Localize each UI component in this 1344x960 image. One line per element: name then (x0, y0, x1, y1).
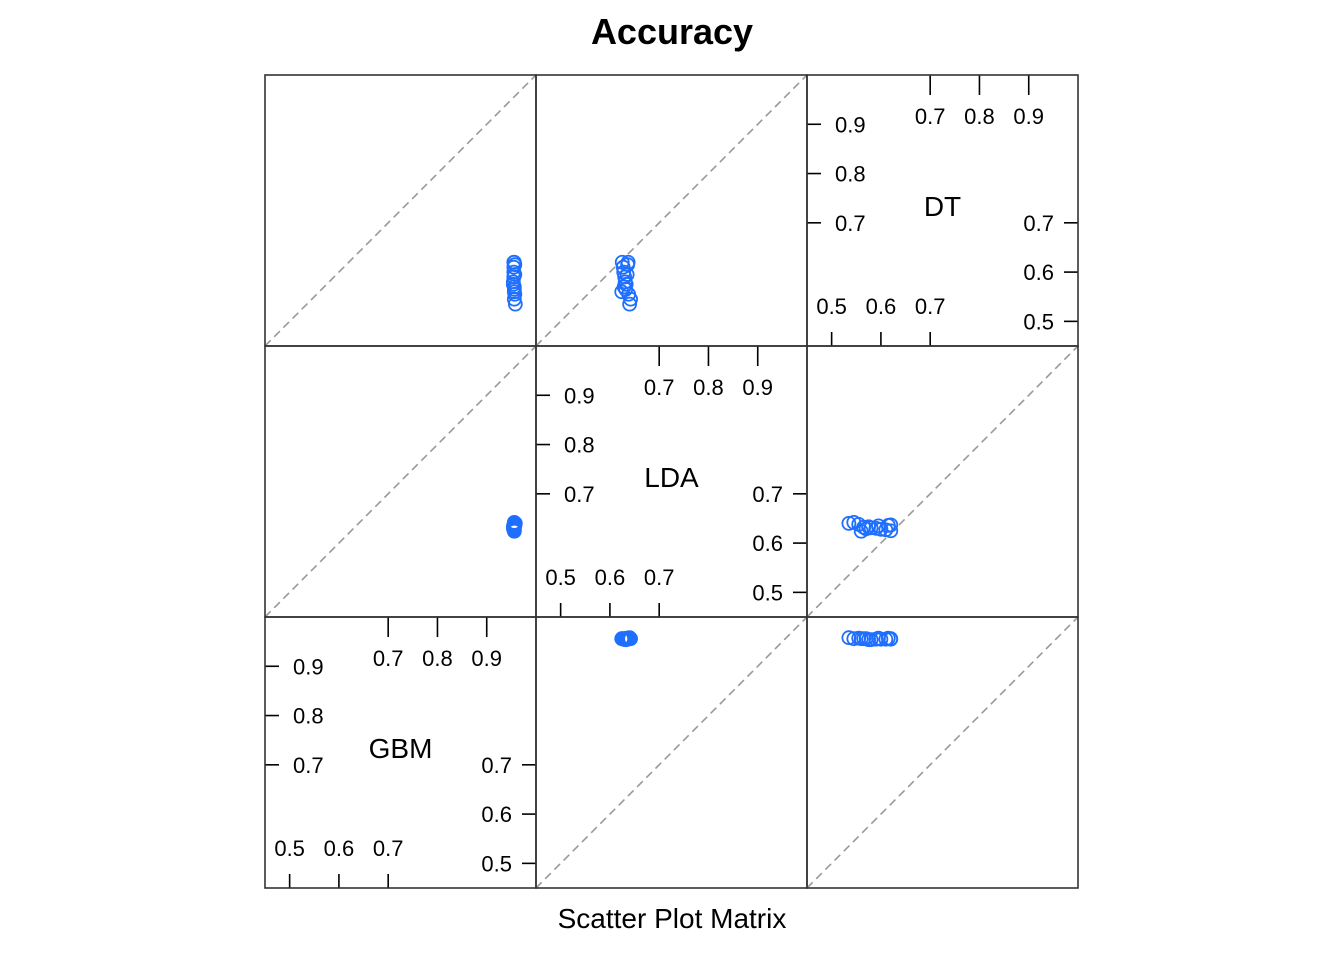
diagonal-label-lda: LDA (644, 462, 699, 493)
diagonal-label-gbm: GBM (369, 733, 433, 764)
tick-label-right: 0.5 (1023, 309, 1054, 334)
matrix-panels: DT 0.7 0.8 0.9 0.5 0.6 0.7 0.7 0.8 0.9 0.5 0.6 0.7 LD… (264, 74, 1079, 889)
tick-label-bottom: 0.6 (866, 294, 897, 319)
tick-label-right: 0.6 (1023, 260, 1054, 285)
tick-label-top: 0.7 (373, 646, 404, 671)
tick-label-top: 0.9 (471, 646, 502, 671)
data-point (616, 264, 632, 280)
tick-label-left: 0.8 (564, 433, 595, 458)
tick-label-right: 0.6 (481, 802, 512, 827)
data-point (873, 521, 889, 537)
tick-label-top: 0.8 (422, 646, 453, 671)
tick-label-right: 0.5 (752, 580, 783, 605)
data-point (878, 631, 894, 647)
tick-label-top: 0.9 (742, 375, 773, 400)
tick-label-left: 0.7 (564, 482, 595, 507)
tick-label-bottom: 0.5 (816, 294, 847, 319)
data-point (856, 519, 872, 535)
tick-label-right: 0.7 (481, 753, 512, 778)
tick-label-right: 0.7 (1023, 211, 1054, 236)
data-point (620, 254, 636, 270)
tick-label-right: 0.5 (481, 851, 512, 876)
tick-label-right: 0.6 (752, 531, 783, 556)
tick-label-top: 0.7 (644, 375, 675, 400)
reference-line (264, 345, 537, 618)
panel-border (806, 616, 1079, 889)
tick-label-bottom: 0.5 (274, 836, 305, 861)
diagonal-label-dt: DT (924, 191, 961, 222)
chart-title: Accuracy (591, 11, 753, 52)
reference-line (806, 345, 1079, 618)
tick-label-bottom: 0.7 (373, 836, 404, 861)
tick-label-bottom: 0.7 (644, 565, 675, 590)
tick-label-bottom: 0.7 (915, 294, 946, 319)
tick-label-left: 0.9 (564, 383, 595, 408)
tick-label-top: 0.7 (915, 104, 946, 129)
data-point (506, 259, 522, 275)
tick-label-left: 0.9 (293, 654, 324, 679)
data-point (619, 267, 635, 282)
tick-label-left: 0.7 (293, 753, 324, 778)
data-point (883, 631, 899, 647)
x-axis-label: Scatter Plot Matrix (558, 903, 787, 934)
tick-label-left: 0.8 (835, 162, 866, 187)
tick-label-right: 0.7 (752, 482, 783, 507)
tick-label-bottom: 0.6 (324, 836, 355, 861)
data-point (615, 259, 631, 275)
data-point (618, 631, 634, 647)
reference-line (264, 74, 537, 347)
reference-line (535, 616, 808, 889)
data-point (878, 522, 894, 538)
reference-line (535, 74, 808, 347)
tick-label-left: 0.8 (293, 704, 324, 729)
tick-label-top: 0.8 (693, 375, 724, 400)
data-point (618, 281, 634, 297)
data-point (616, 279, 632, 295)
data-point (871, 518, 886, 534)
data-point (856, 631, 872, 647)
tick-label-left: 0.9 (835, 112, 866, 137)
data-point (506, 281, 522, 297)
data-point (506, 519, 522, 535)
tick-label-bottom: 0.6 (595, 565, 626, 590)
tick-label-top: 0.8 (964, 104, 995, 129)
tick-label-top: 0.9 (1013, 104, 1044, 129)
data-point (858, 521, 874, 537)
tick-label-bottom: 0.5 (545, 565, 576, 590)
reference-line (806, 616, 1079, 889)
data-point (506, 254, 522, 270)
tick-label-left: 0.7 (835, 211, 866, 236)
data-point (883, 517, 899, 533)
